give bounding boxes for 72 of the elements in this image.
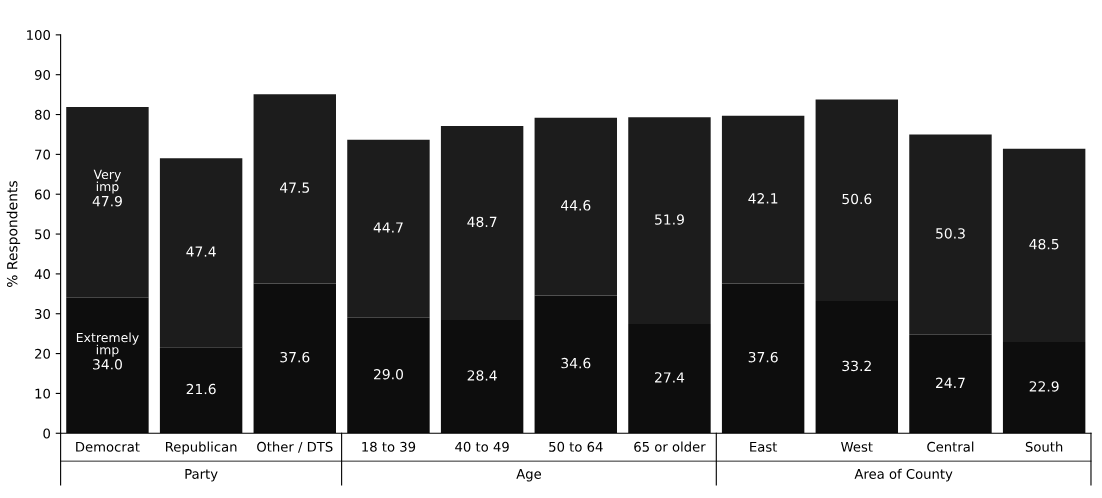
y-tick-label: 20 — [35, 348, 51, 359]
y-axis-title: % Respondents — [6, 181, 21, 287]
bar — [253, 283, 336, 434]
bar — [534, 117, 618, 296]
y-tick-label: 60 — [35, 189, 51, 200]
bar — [440, 320, 524, 434]
bar — [440, 126, 524, 321]
bar — [253, 94, 336, 284]
data-label: 50.6 — [842, 193, 872, 205]
data-label: 44.6 — [561, 200, 591, 211]
bar — [534, 295, 618, 434]
x-tick-label: Central — [927, 441, 974, 452]
data-label: 22.9 — [1029, 381, 1059, 392]
text: Age — [516, 469, 542, 482]
x-tick-label: 65 or older — [634, 441, 706, 452]
y-tick-label: 70 — [35, 149, 51, 160]
data-label: 29.0 — [374, 369, 403, 380]
bar — [1002, 342, 1086, 434]
data-label: 51.9 — [655, 214, 684, 225]
data-label: 33.2 — [842, 360, 871, 372]
y-tick-label: 40 — [34, 269, 51, 280]
x-tick-label: 50 to 64 — [549, 441, 603, 452]
bar — [66, 297, 149, 434]
bar — [909, 334, 992, 434]
data-label: 27.4 — [655, 372, 685, 383]
bar — [1002, 148, 1086, 343]
bar — [159, 158, 243, 348]
data-label: 34.6 — [561, 357, 591, 369]
x-tick-label: East — [750, 442, 778, 452]
y-tick-label: 50 — [35, 229, 51, 240]
bar — [347, 317, 430, 434]
data-label: 44.7 — [373, 222, 403, 233]
data-label: 37.6 — [280, 351, 310, 363]
text: Party — [185, 469, 218, 482]
bar — [815, 99, 899, 301]
data-label: 48.5 — [1029, 238, 1059, 250]
data-label: 42.1 — [748, 193, 778, 204]
bar — [66, 106, 149, 298]
y-tick-label: 90 — [34, 69, 51, 80]
data-label: 47.4 — [186, 246, 216, 257]
data-label: 47.5 — [280, 182, 310, 193]
y-tick-label: 30 — [35, 308, 51, 319]
bar — [909, 134, 992, 335]
y-tick-label: 0 — [43, 428, 51, 439]
x-tick-label: West — [841, 442, 873, 452]
text: Area of County — [854, 468, 953, 482]
series-label: Very imp — [93, 169, 121, 194]
bar — [159, 347, 243, 434]
bar — [815, 300, 899, 434]
bar — [628, 117, 711, 325]
data-label: 21.6 — [186, 383, 216, 395]
x-tick-label: Democrat — [76, 442, 140, 452]
x-tick-label: 40 to 49 — [455, 441, 509, 452]
bar — [347, 139, 430, 318]
data-label: 50.3 — [936, 228, 965, 239]
bar — [628, 324, 711, 434]
y-tick-label: 10 — [35, 388, 51, 399]
x-tick-label: South — [1025, 441, 1063, 452]
y-tick-label: 80 — [34, 109, 51, 120]
bar — [721, 115, 805, 284]
data-label: 24.7 — [936, 377, 965, 388]
y-tick-label: 100 — [27, 30, 51, 41]
bar — [721, 283, 805, 434]
data-label: 48.7 — [467, 216, 497, 228]
x-tick-label: 18 to 39 — [362, 441, 416, 452]
data-label: 37.6 — [748, 351, 778, 363]
x-tick-label: Other / DTS — [257, 441, 333, 453]
data-label: 47.9 — [92, 195, 122, 207]
x-tick-label: Republican — [165, 441, 237, 455]
data-label: 34.0 — [93, 359, 122, 370]
data-label: 28.4 — [467, 370, 497, 381]
series-label: Extremely imp — [76, 332, 139, 357]
